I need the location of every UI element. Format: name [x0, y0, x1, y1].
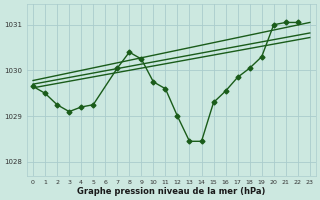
X-axis label: Graphe pression niveau de la mer (hPa): Graphe pression niveau de la mer (hPa) — [77, 187, 266, 196]
